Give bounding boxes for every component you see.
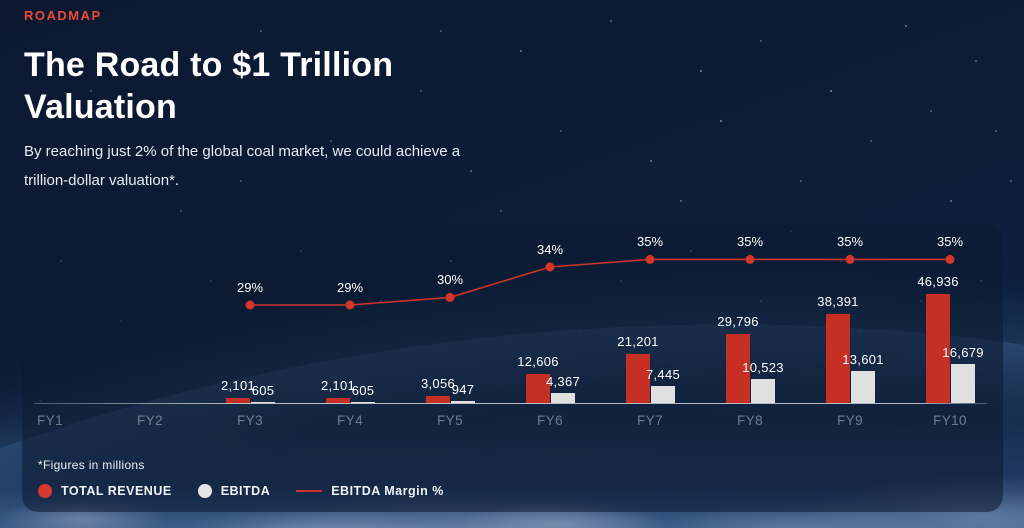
margin-value-label: 34% xyxy=(536,242,564,257)
x-axis-label: FY8 xyxy=(737,413,763,428)
margin-point xyxy=(745,254,755,264)
ebitda-value-label: 13,601 xyxy=(842,352,884,368)
revenue-bar xyxy=(326,398,350,403)
revenue-bar xyxy=(426,395,450,403)
margin-point xyxy=(345,300,355,310)
revenue-value-label: 2,101 xyxy=(220,378,256,394)
revenue-value-label: 3,056 xyxy=(420,375,456,391)
ebitda-bar xyxy=(651,385,675,403)
margin-value-label: 35% xyxy=(836,234,864,250)
legend-item: EBITDA Margin % xyxy=(296,484,444,498)
margin-value-label: 35% xyxy=(936,234,964,250)
revenue-bar xyxy=(526,373,550,403)
chart-legend: TOTAL REVENUE EBITDA EBITDA Margin % xyxy=(38,484,444,498)
ebitda-bar xyxy=(251,401,275,403)
margin-value-label: 29% xyxy=(336,280,364,295)
x-axis-label: FY6 xyxy=(537,413,563,428)
legend-dot-swatch xyxy=(38,484,52,498)
section-eyebrow: ROADMAP xyxy=(24,8,102,23)
revenue-bar xyxy=(226,398,250,403)
legend-label: EBITDA Margin % xyxy=(331,484,444,498)
x-axis-label: FY5 xyxy=(437,413,463,428)
revenue-value-label: 38,391 xyxy=(817,293,859,309)
revenue-bar xyxy=(626,353,650,403)
margin-point xyxy=(845,254,855,264)
revenue-value-label: 21,201 xyxy=(617,333,659,349)
ebitda-value-label: 16,679 xyxy=(942,345,984,361)
margin-point xyxy=(245,300,255,310)
ebitda-value-label: 4,367 xyxy=(545,373,581,389)
margin-value-label: 35% xyxy=(636,234,664,250)
ebitda-value-label: 605 xyxy=(351,382,375,398)
x-axis-label: FY3 xyxy=(237,413,263,428)
x-axis-label: FY1 xyxy=(37,413,63,428)
margin-line-layer xyxy=(245,254,955,310)
page-title: The Road to $1 Trillion Valuation xyxy=(24,46,394,126)
margin-point xyxy=(545,262,555,272)
revenue-value-label: 46,936 xyxy=(917,273,959,289)
legend-label: EBITDA xyxy=(220,484,271,498)
chart-plot-area: 2,101 605 2,101 605 3,056 947 12,606 4,367 21,20… xyxy=(22,223,1003,404)
ebitda-bar xyxy=(951,364,975,403)
x-axis-line xyxy=(34,403,987,404)
ebitda-bar xyxy=(751,378,775,403)
x-axis-label: FY2 xyxy=(137,413,163,428)
page-subtitle: By reaching just 2% of the global coal m… xyxy=(24,143,461,189)
chart-footnote: *Figures in millions xyxy=(38,458,145,472)
revenue-bar xyxy=(926,293,950,403)
revenue-value-label: 12,606 xyxy=(517,353,559,369)
ebitda-value-label: 605 xyxy=(251,382,275,398)
x-axis-label: FY4 xyxy=(337,413,363,428)
revenue-bar xyxy=(726,333,750,403)
ebitda-bar xyxy=(351,401,375,403)
legend-line-swatch xyxy=(296,490,323,492)
ebitda-value-label: 7,445 xyxy=(645,366,681,382)
legend-item: EBITDA xyxy=(197,484,271,498)
revenue-bar xyxy=(826,313,850,403)
margin-point xyxy=(445,292,455,302)
margin-value-label: 30% xyxy=(436,272,464,288)
ebitda-value-label: 947 xyxy=(451,381,475,397)
legend-dot-swatch xyxy=(197,484,212,498)
margin-line xyxy=(250,258,950,306)
margin-value-label: 35% xyxy=(736,234,764,250)
x-axis-label: FY9 xyxy=(837,413,863,428)
revenue-value-label: 2,101 xyxy=(320,378,356,394)
legend-label: TOTAL REVENUE xyxy=(61,484,172,498)
revenue-value-label: 29,796 xyxy=(717,313,759,329)
x-axis-label: FY7 xyxy=(637,413,663,428)
legend-item: TOTAL REVENUE xyxy=(38,484,172,498)
ebitda-bar xyxy=(851,371,875,403)
ebitda-value-label: 10,523 xyxy=(742,359,784,375)
margin-value-label: 29% xyxy=(236,280,264,295)
ebitda-bar xyxy=(451,400,475,403)
margin-point xyxy=(645,254,655,264)
margin-point xyxy=(945,254,955,264)
ebitda-bar xyxy=(551,392,575,403)
page-header: ROADMAP xyxy=(24,8,102,23)
starfield xyxy=(0,0,2,2)
x-axis-label: FY10 xyxy=(933,413,967,428)
chart-panel: 2,101 605 2,101 605 3,056 947 12,606 4,367 21,20… xyxy=(22,223,1003,512)
